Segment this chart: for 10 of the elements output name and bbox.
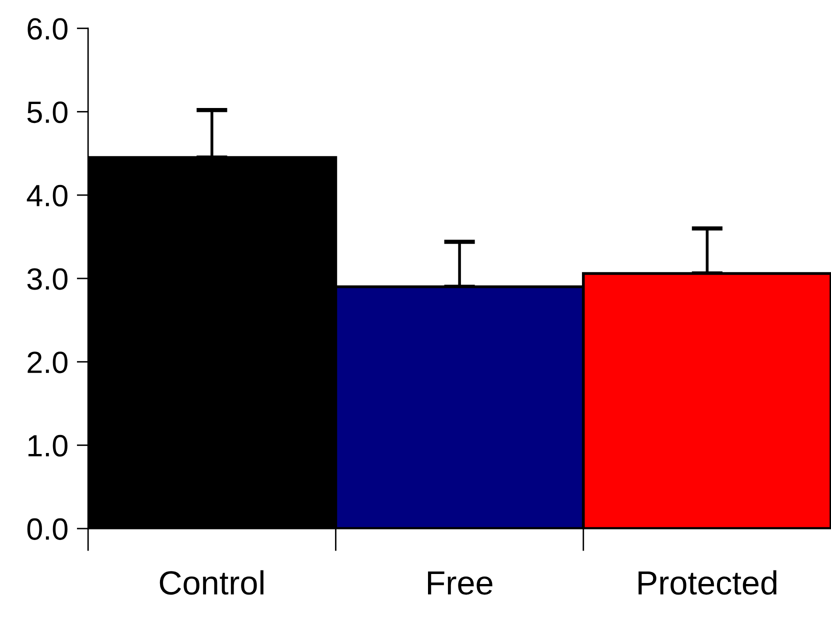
x-tick-label: Free	[428, 571, 492, 595]
y-tick-label: 5.0	[27, 101, 68, 124]
y-tick-label: 4.0	[26, 184, 68, 206]
y-tick-label: 2.0	[28, 352, 68, 374]
x-tick-label: Control	[160, 570, 264, 595]
y-tick-label: 3.0	[27, 268, 68, 290]
y-tick-label: 1.0	[28, 434, 68, 457]
y-tick-label: 6.0	[28, 18, 68, 40]
y-tick-label: 0.0	[27, 518, 68, 540]
x-tick-label: Protected	[638, 570, 776, 595]
